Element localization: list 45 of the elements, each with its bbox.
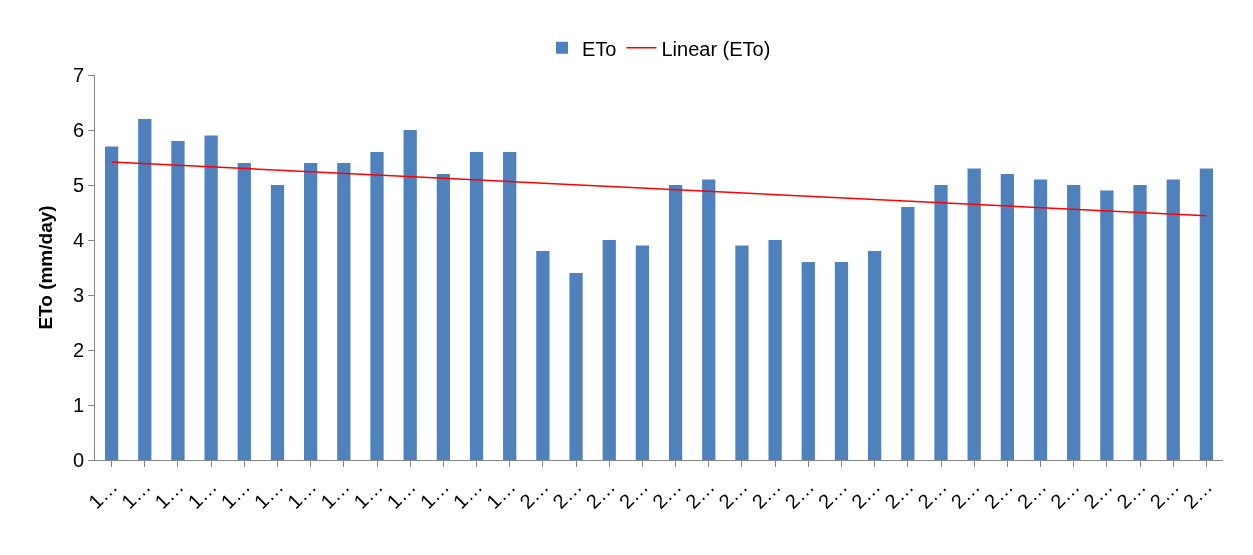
- bar: [1100, 190, 1114, 460]
- y-tick-label: 4: [72, 229, 84, 251]
- legend-label: ETo: [582, 37, 617, 60]
- y-tick-label: 2: [72, 339, 84, 361]
- y-axis-title: ETo (mm/day): [34, 205, 56, 330]
- bar: [337, 163, 351, 460]
- bar: [1166, 179, 1180, 460]
- bar: [668, 185, 683, 460]
- y-tick-label: 6: [72, 119, 84, 141]
- bar: [469, 152, 484, 460]
- bar: [1067, 185, 1081, 460]
- bar: [735, 245, 749, 460]
- bar: [370, 152, 384, 460]
- bar: [204, 135, 218, 460]
- bar: [1033, 179, 1048, 460]
- bar: [270, 185, 285, 460]
- bar: [834, 262, 849, 460]
- y-tick-label: 7: [72, 64, 84, 86]
- bar: [967, 168, 981, 460]
- bar: [171, 141, 185, 460]
- y-tick-label: 0: [72, 449, 84, 471]
- bar: [1199, 168, 1214, 460]
- bar: [702, 179, 716, 460]
- y-tick-label: 3: [72, 284, 84, 306]
- bar: [602, 240, 616, 460]
- legend-label: Linear (ETo): [661, 37, 771, 60]
- y-tick-label: 5: [72, 174, 84, 196]
- y-tick-label: 1: [72, 394, 84, 416]
- bar: [569, 273, 583, 460]
- bar: [536, 251, 550, 460]
- bar: [138, 119, 152, 460]
- bar: [801, 262, 815, 460]
- bar: [436, 174, 450, 460]
- bar: [1000, 174, 1014, 460]
- bar: [237, 163, 251, 460]
- bar: [768, 240, 782, 460]
- bar: [868, 251, 882, 460]
- bar: [901, 207, 915, 460]
- bar: [934, 185, 948, 460]
- bar: [1133, 185, 1147, 460]
- bar: [304, 163, 318, 460]
- bar: [503, 152, 517, 460]
- bar: [403, 130, 417, 460]
- bar: [635, 245, 650, 460]
- bar: [104, 146, 119, 460]
